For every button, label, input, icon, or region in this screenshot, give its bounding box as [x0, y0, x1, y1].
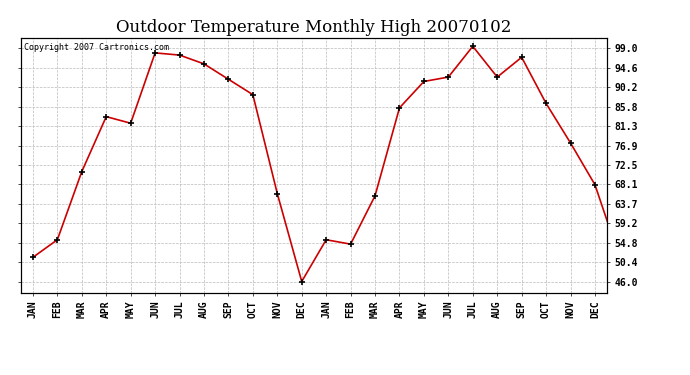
- Text: Copyright 2007 Cartronics.com: Copyright 2007 Cartronics.com: [23, 43, 168, 52]
- Title: Outdoor Temperature Monthly High 20070102: Outdoor Temperature Monthly High 2007010…: [116, 19, 512, 36]
